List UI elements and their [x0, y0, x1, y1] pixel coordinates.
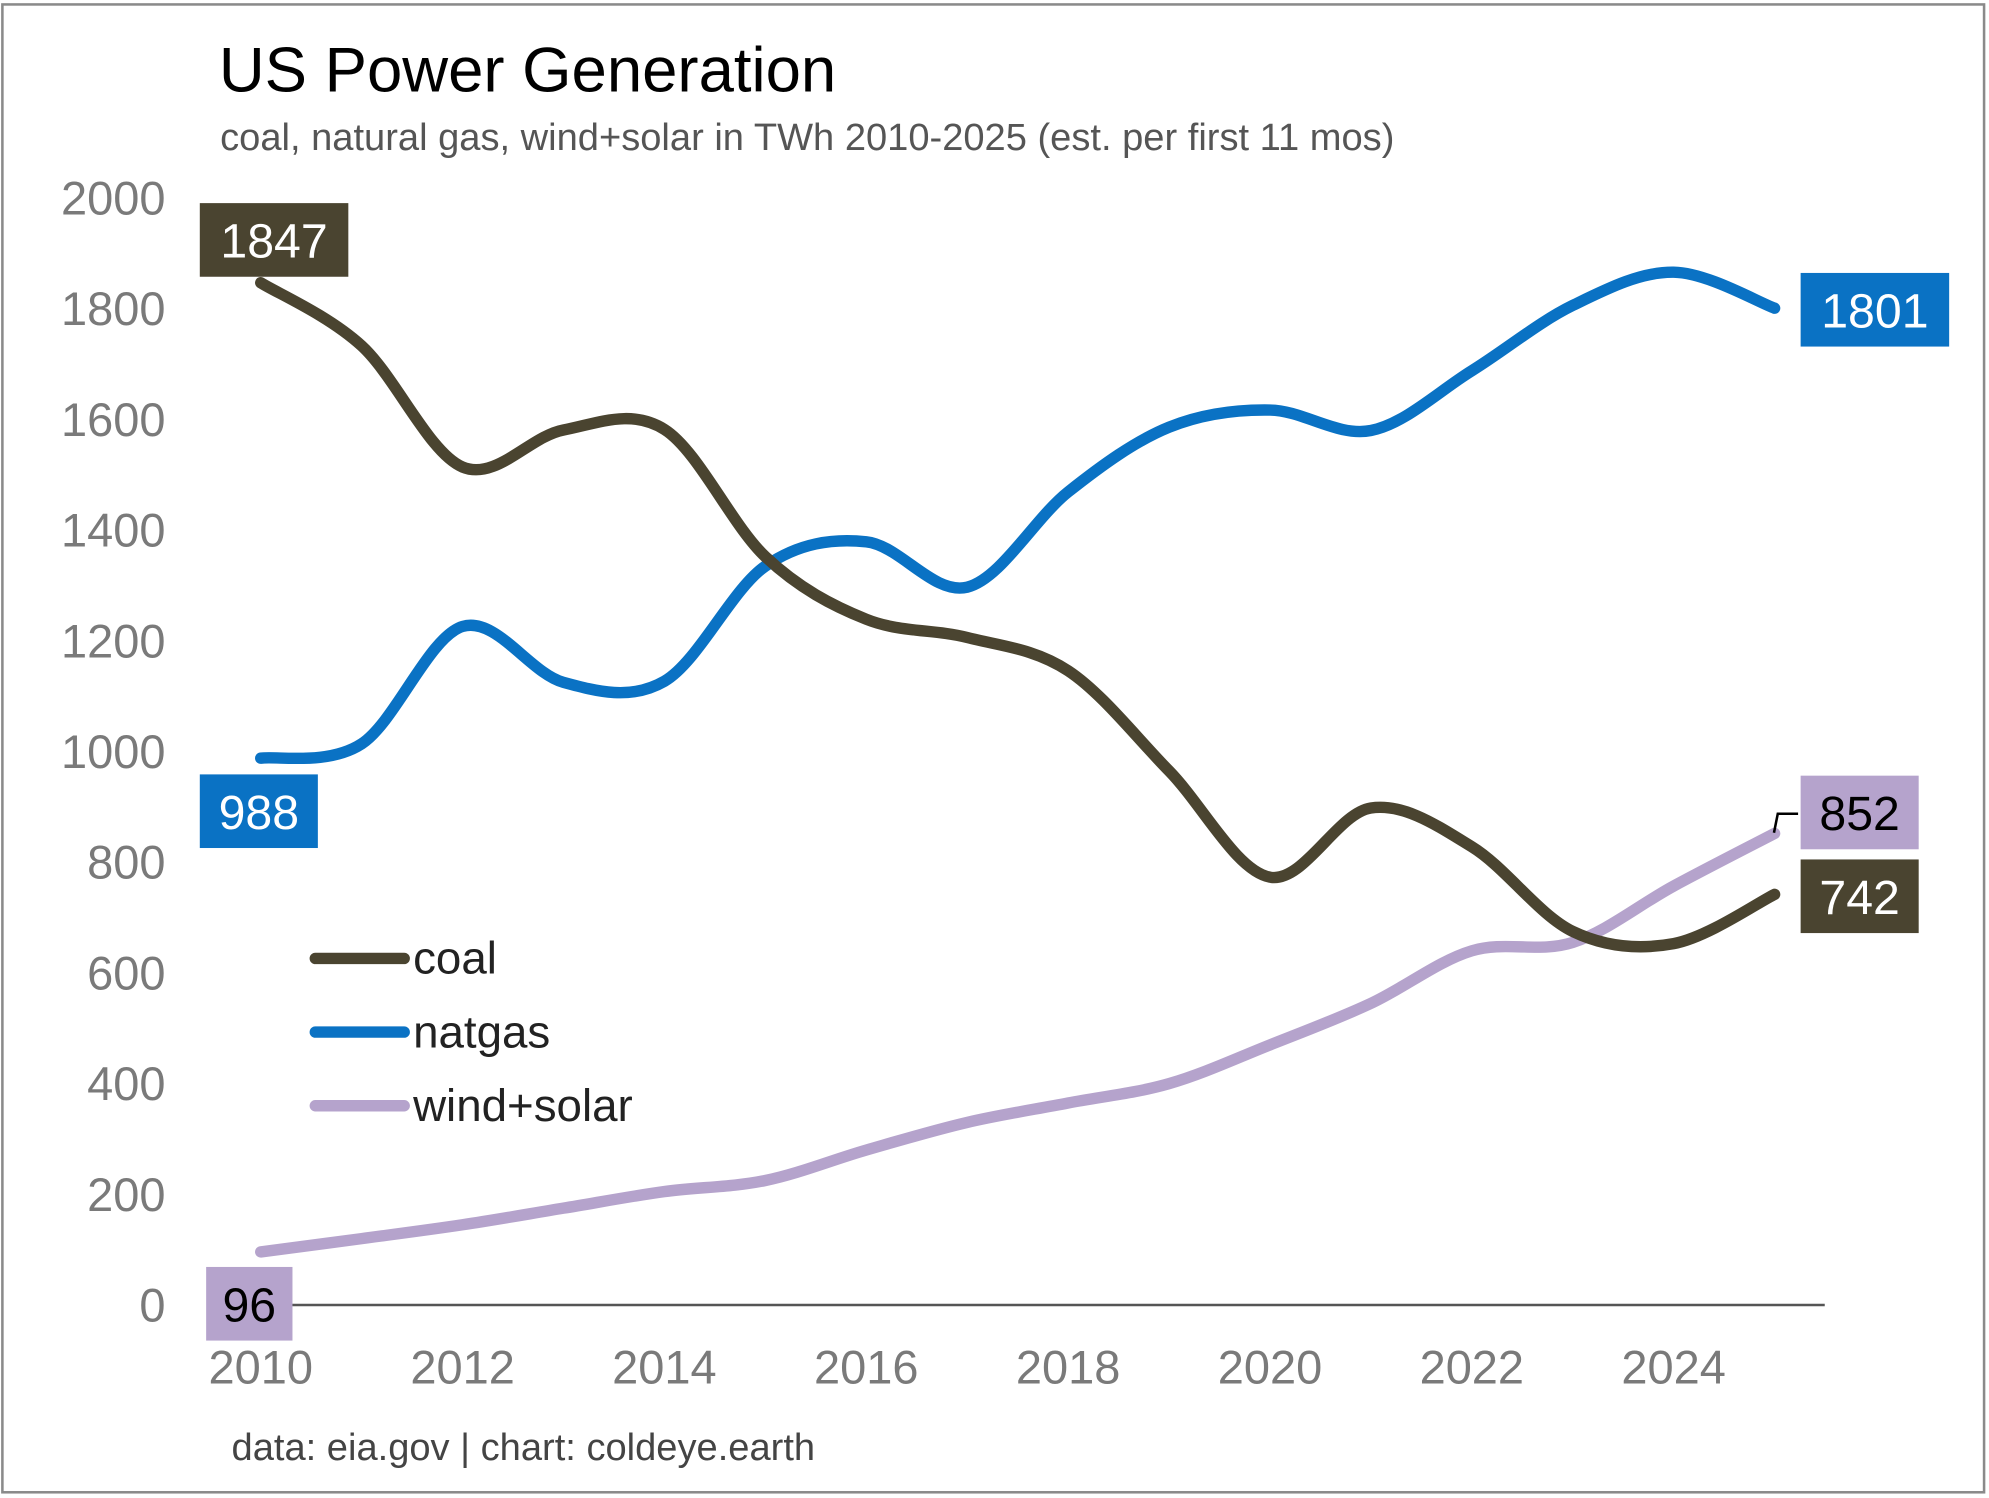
series-lines [255, 266, 1781, 1258]
y-tick-label: 600 [87, 946, 165, 999]
series-line-wind-solar [255, 827, 1781, 1258]
x-tick-label: 2014 [612, 1341, 717, 1394]
data-label-end: 742 [1819, 871, 1899, 925]
legend-label: natgas [413, 1006, 550, 1057]
y-tick-label: 1400 [61, 504, 166, 557]
y-tick-label: 400 [87, 1057, 165, 1110]
x-tick-label: 2018 [1016, 1341, 1121, 1394]
label-box [199, 203, 349, 277]
y-tick-label: 200 [87, 1168, 165, 1221]
label-box [199, 774, 318, 849]
label-box [1800, 272, 1950, 347]
label-box [206, 1266, 293, 1341]
data-label-end: 852 [1819, 787, 1899, 841]
x-tick-label: 2010 [208, 1341, 313, 1394]
chart-source: data: eia.gov | chart: coldeye.earth [232, 1427, 816, 1469]
data-label-start: 988 [219, 786, 299, 840]
legend-label: coal [413, 933, 497, 984]
series-line-natgas [255, 266, 1781, 765]
y-tick-label: 1600 [61, 393, 166, 446]
x-tick-label: 2022 [1420, 1341, 1525, 1394]
x-tick-label: 2012 [410, 1341, 515, 1394]
y-tick-label: 1800 [61, 282, 166, 335]
legend-label: wind+solar [412, 1080, 633, 1131]
y-tick-label: 800 [87, 836, 165, 889]
chart-title: US Power Generation [219, 35, 836, 105]
y-tick-label: 0 [139, 1279, 165, 1332]
data-label-end: 1801 [1821, 285, 1928, 339]
label-box [1800, 775, 1919, 850]
series-line-coal [255, 277, 1781, 953]
x-tick-label: 2016 [814, 1341, 918, 1394]
y-tick-label: 2000 [61, 172, 166, 225]
chart-subtitle: coal, natural gas, wind+solar in TWh 201… [220, 117, 1394, 159]
y-tick-label: 1000 [61, 725, 166, 778]
x-tick-label: 2020 [1218, 1341, 1323, 1394]
legend: coal natgas wind+solar [309, 933, 633, 1131]
y-axis: 0 200 400 600 800 1000 1200 1400 1600 1800 2000 [61, 172, 166, 1332]
label-box [1800, 859, 1919, 934]
label-leader-line [1772, 812, 1799, 834]
data-labels: 1847 742 988 1801 96 852 [199, 203, 1950, 1341]
x-axis: 2010 2012 2014 2016 2018 2020 2022 2024 [208, 1341, 1725, 1394]
x-tick-label: 2024 [1621, 1341, 1726, 1394]
data-label-start: 1847 [220, 215, 327, 269]
y-tick-label: 1200 [61, 614, 166, 667]
data-label-start: 96 [222, 1279, 276, 1333]
